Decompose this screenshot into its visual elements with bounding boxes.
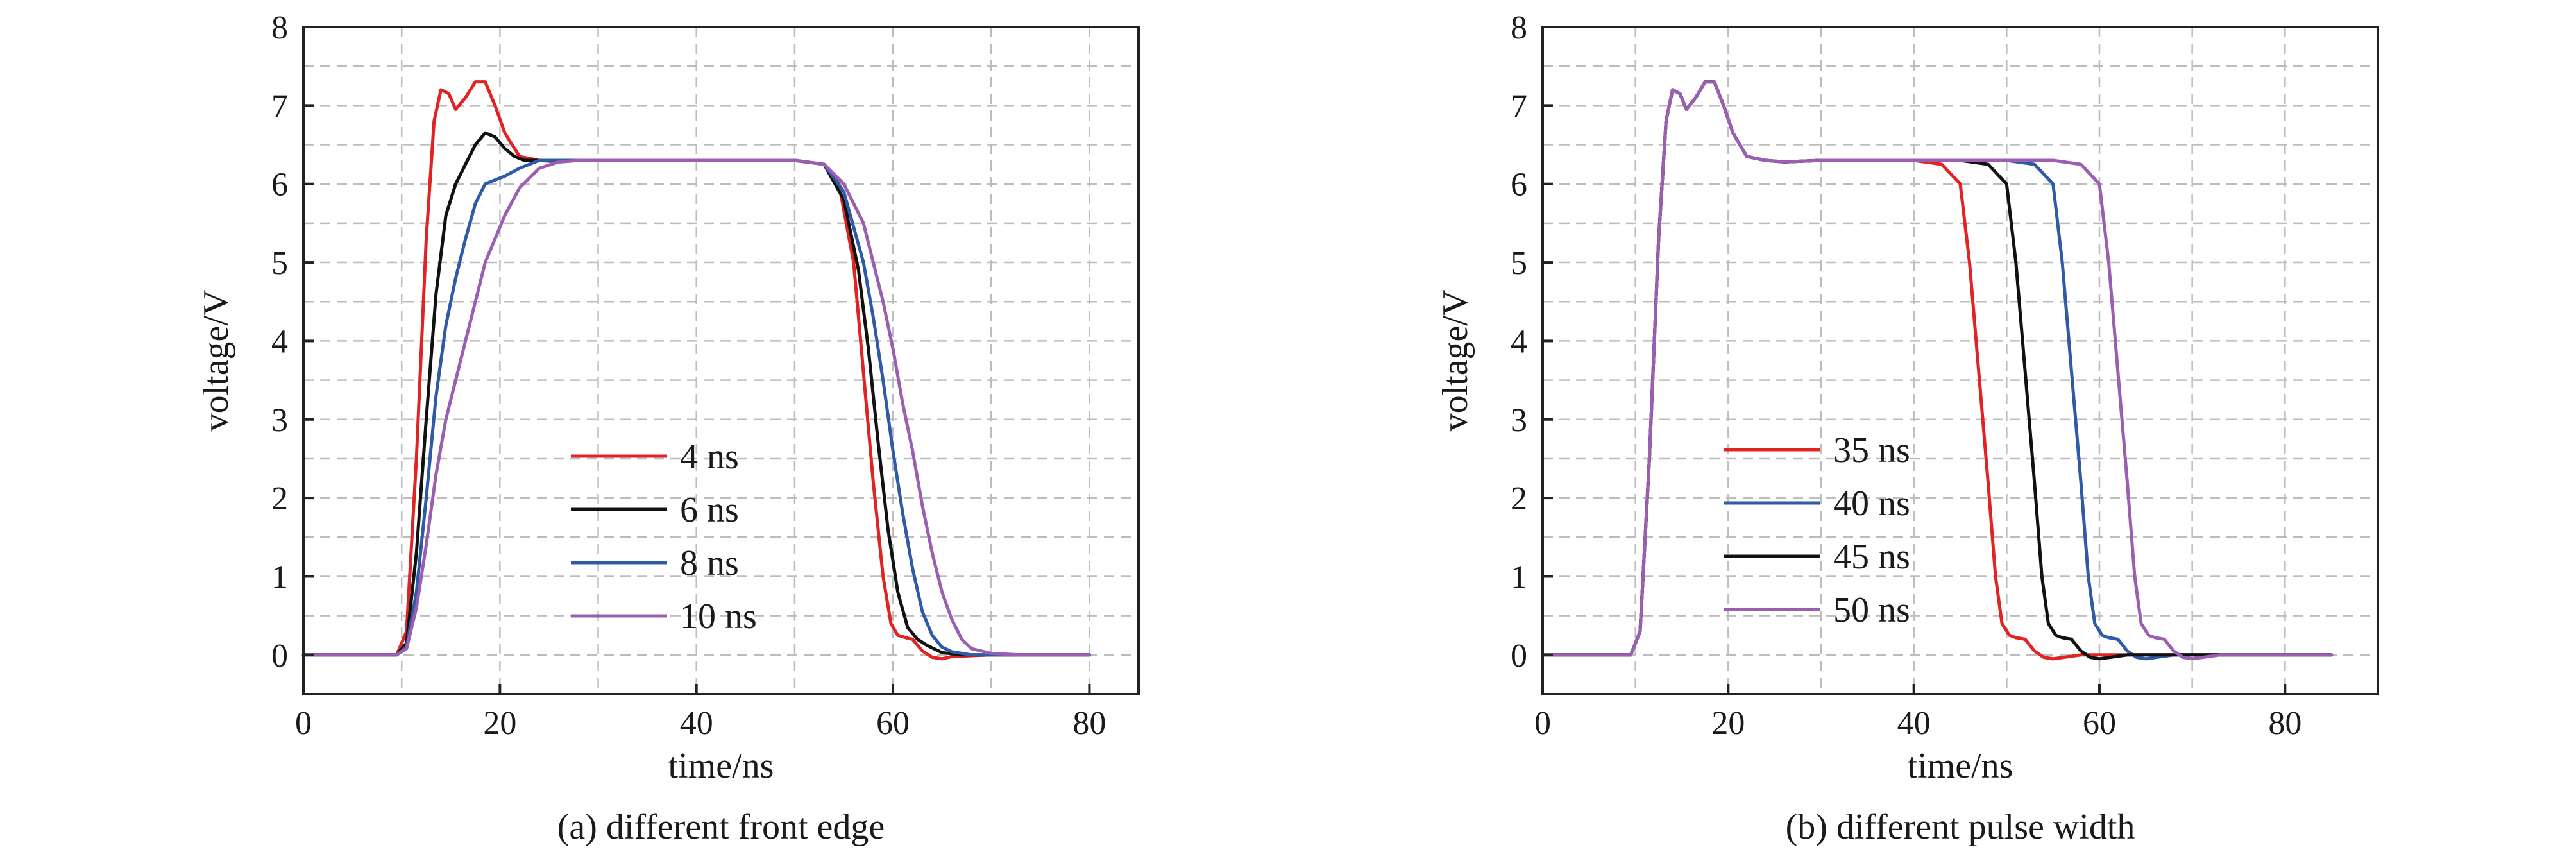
- y-tick-label: 2: [271, 481, 288, 517]
- y-tick-label: 3: [1511, 402, 1527, 439]
- y-tick-label: 2: [1511, 481, 1527, 517]
- y-tick-label: 1: [271, 559, 288, 595]
- plot-frame-a: [302, 26, 1140, 695]
- y-tick-label: 6: [1511, 167, 1527, 203]
- x-tick-label: 0: [295, 705, 312, 742]
- series-line-10ns: [301, 158, 1091, 657]
- y-tick-label: 0: [271, 638, 288, 674]
- legend-a: 4 ns 6 ns 8 ns 10 ns: [571, 437, 757, 636]
- legend-label: 8 ns: [680, 543, 739, 583]
- x-tick-label: 60: [876, 705, 910, 742]
- x-tick-label: 0: [1534, 705, 1551, 742]
- x-tick-label: 40: [1897, 705, 1931, 742]
- y-tick-label: 5: [1511, 245, 1527, 282]
- legend-label: 40 ns: [1833, 484, 1910, 524]
- y-tick-label: 7: [271, 88, 288, 124]
- legend-label: 10 ns: [680, 597, 757, 636]
- series-line-40ns: [1541, 80, 2334, 661]
- series-line-45ns: [1541, 80, 2334, 661]
- caption-a: (a) different front edge: [557, 807, 885, 847]
- series-line-35ns: [1541, 80, 2334, 661]
- y-tick-label: 8: [1511, 10, 1527, 46]
- ticks-b: 0 20 40 60 80 0 1 2 3 4 5 6 7 8: [1511, 10, 2301, 742]
- y-tick-label: 4: [271, 323, 288, 360]
- chart-panel-a: 0 20 40 60 80 0 1 2 3 4 5 6 7 8 time/ns voltage/V 4 n…: [196, 10, 1140, 847]
- series-line-50ns: [1541, 80, 2334, 661]
- x-axis-label-a: time/ns: [668, 746, 774, 786]
- y-tick-label: 0: [1511, 638, 1527, 674]
- y-tick-label: 5: [271, 245, 288, 282]
- caption-b: (b) different pulse width: [1786, 807, 2135, 847]
- grid-a: [303, 26, 1139, 694]
- legend-label: 35 ns: [1833, 430, 1910, 470]
- x-tick-label: 20: [1711, 705, 1745, 742]
- legend-label: 45 ns: [1833, 537, 1910, 577]
- x-tick-label: 20: [483, 705, 516, 742]
- x-tick-label: 80: [1072, 705, 1106, 742]
- x-axis-label-b: time/ns: [1908, 746, 2013, 786]
- legend-b: 35 ns 40 ns 45 ns 50 ns: [1724, 430, 1910, 630]
- y-tick-label: 1: [1511, 559, 1527, 595]
- y-tick-label: 3: [271, 402, 288, 439]
- grid-b: [1543, 26, 2378, 694]
- chart-panel-b: 0 20 40 60 80 0 1 2 3 4 5 6 7 8 time/ns voltage/V 35 …: [1436, 10, 2379, 847]
- y-tick-label: 8: [271, 10, 288, 46]
- ticks-a: 0 20 40 60 80 0 1 2 3 4 5 6 7 8: [271, 10, 1106, 742]
- legend-label: 6 ns: [680, 490, 739, 530]
- legend-label: 50 ns: [1833, 590, 1910, 630]
- x-tick-label: 40: [680, 705, 713, 742]
- plot-frame-b: [1541, 26, 2379, 695]
- legend-label: 4 ns: [680, 437, 739, 477]
- y-axis-label-b: voltage/V: [1436, 290, 1475, 432]
- x-tick-label: 60: [2083, 705, 2116, 742]
- y-tick-label: 6: [271, 167, 288, 203]
- x-tick-label: 80: [2268, 705, 2301, 742]
- y-axis-label-a: voltage/V: [196, 290, 236, 432]
- y-tick-label: 7: [1511, 88, 1527, 124]
- y-tick-label: 4: [1511, 323, 1527, 360]
- series-group-a: [301, 80, 1091, 661]
- series-group-b: [1541, 80, 2334, 661]
